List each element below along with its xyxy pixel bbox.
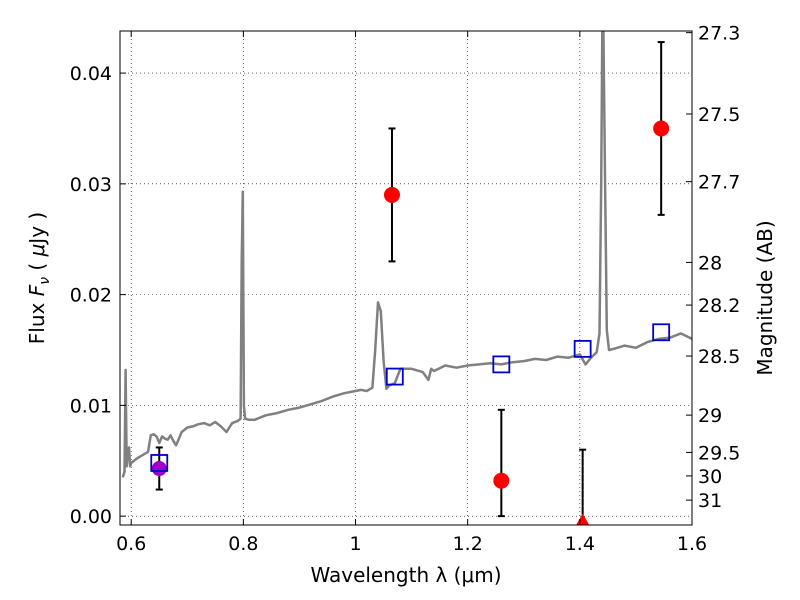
x-tick-label: 0.6 [116,533,146,555]
x-tick-label: 0.8 [228,533,258,555]
magnitude-tick-label: 28 [698,252,722,274]
model-photometry-point [573,339,592,358]
x-tick-label: 1.4 [565,533,595,555]
observed-point [653,120,670,137]
y-tick-label: 0.03 [70,174,112,196]
magnitude-tick-label: 27.7 [698,172,740,194]
observed-point [493,472,510,489]
y-tick-label: 0.00 [70,506,112,528]
magnitude-tick-label: 27.3 [698,23,740,45]
magnitude-tick-label: 31 [698,490,722,512]
y-axis-label-part: Flux [25,296,49,344]
y-axis-label-part: ( [25,256,49,277]
x-axis-label: Wavelength λ (μm) [310,563,501,587]
magnitude-tick-label: 30 [698,466,722,488]
x-tick-label: 1.2 [453,533,483,555]
y-axis-label-part: Jy ) [25,212,49,246]
x-tick-label: 1.6 [677,533,707,555]
y-axis-label: Flux Fν ( μJy ) [25,212,53,344]
y-axis-label-part: ν [37,277,53,285]
y-axis-label-part: F [25,284,49,296]
y-tick-label: 0.02 [70,285,112,307]
x-tick-label: 1 [349,533,361,555]
axis-ticks: 0.6 0.8 1 1.2 1.4 1.6 0.00 0.01 0.02 0.03 0.04 27.3… [70,23,741,555]
plot-area [121,31,692,525]
observed-point [383,186,400,203]
model-photometry-point [492,355,511,374]
axes-frame [119,30,693,526]
y-axis-label-part: μ [25,244,49,258]
magnitude-axis-label: Magnitude (AB) [753,220,777,375]
magnitude-tick-label: 29 [698,405,722,427]
magnitude-tick-label: 28.5 [698,346,740,368]
grid [120,31,692,525]
model-photometry-point [652,323,671,342]
magnitude-tick-label: 28.2 [698,295,740,317]
magnitude-tick-label: 29.5 [698,442,740,464]
magnitude-tick-label: 27.5 [698,104,740,126]
model-spectrum-line [121,31,692,478]
y-tick-label: 0.04 [70,63,112,85]
model-photometry-point [385,367,404,386]
y-tick-label: 0.01 [70,395,112,417]
optical-point [151,461,167,477]
model-photometry-point [150,454,169,472]
